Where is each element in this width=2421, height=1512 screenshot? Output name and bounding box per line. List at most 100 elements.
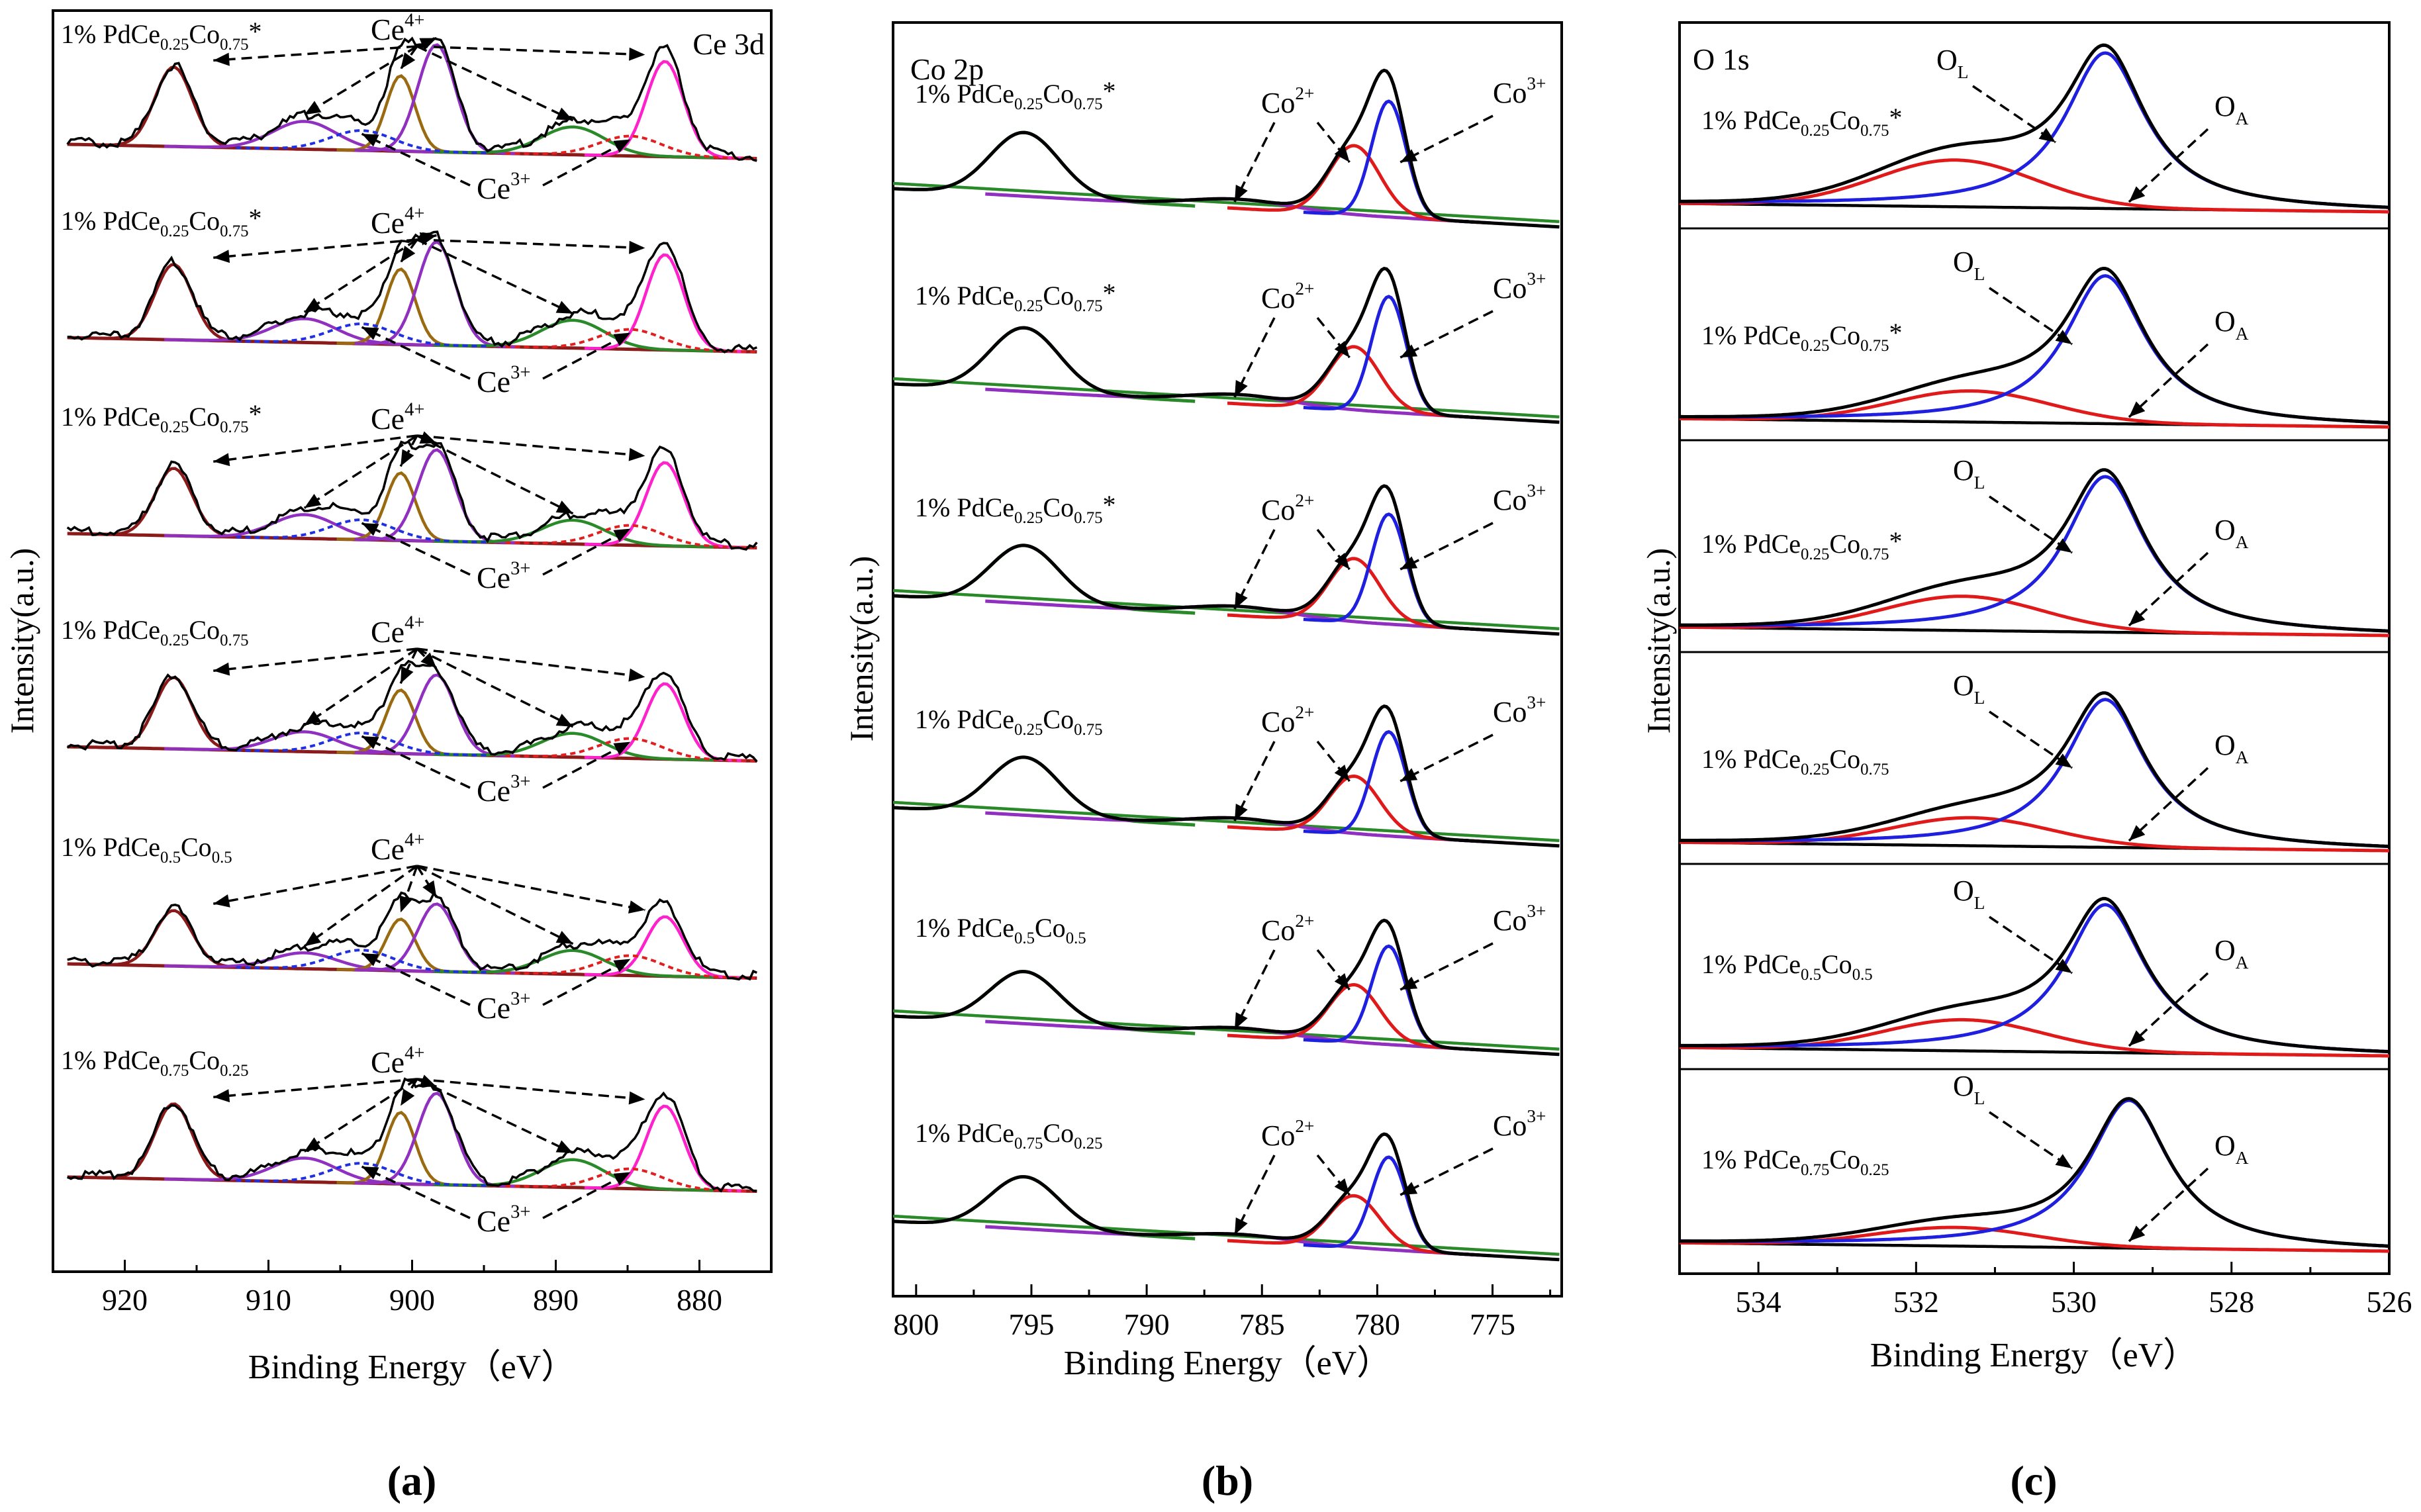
ce-component-peak [434, 518, 714, 549]
co3-arrow [1400, 733, 1494, 782]
co2-label: Co2+ [1261, 279, 1314, 314]
ce-component-peak [164, 317, 445, 348]
x-tick-label: 910 [246, 1283, 291, 1317]
ol-arrow [1989, 1111, 2073, 1170]
arrow-head [629, 47, 645, 61]
sample-label: 1% PdCe0.75Co0.25 [915, 1118, 1103, 1153]
co2-peak [1227, 144, 1479, 224]
arrow-head [361, 523, 379, 536]
ce4-arrow [416, 434, 645, 457]
arrow-head [613, 959, 631, 972]
ce4-arrow [416, 45, 645, 56]
co3-label: Co3+ [1493, 692, 1546, 728]
panel-a-letter: (a) [387, 1457, 437, 1504]
arrow-head [1334, 765, 1350, 781]
ce4-label: Ce4+ [371, 203, 424, 240]
co3-peak [1303, 512, 1474, 631]
sample-label: 1% PdCe0.25Co0.75* [915, 278, 1116, 315]
arrow-head [1235, 1217, 1248, 1235]
ce3-arrow [361, 735, 471, 789]
ce4-arrow [416, 45, 574, 122]
ce4-arrow [303, 865, 418, 947]
ce4-arrow [213, 434, 418, 463]
co3-peak [1303, 295, 1474, 419]
ce4-label: Ce4+ [371, 399, 424, 436]
ce-component-peak [164, 1157, 445, 1187]
arrow-head [2055, 330, 2072, 344]
arrow-head [420, 652, 437, 669]
arrow-head [213, 453, 230, 467]
x-tick-label: 790 [1124, 1307, 1170, 1341]
arrow-head [304, 1137, 322, 1152]
background-line [892, 1009, 1560, 1051]
arrow-head [628, 1091, 645, 1105]
ce4-arrow [213, 1078, 418, 1099]
co3-peak [1303, 730, 1474, 843]
ol-arrow [1989, 916, 2073, 974]
arrow-head [613, 332, 631, 346]
co2-label: Co2+ [1261, 491, 1314, 526]
arrow-head [361, 736, 379, 749]
experimental-spectrum [892, 68, 1560, 229]
panel-b-x-ticks: 800 795 790 785 780 775 [893, 1284, 1552, 1341]
arrow-head [361, 953, 379, 967]
x-tick-label: 775 [1470, 1307, 1515, 1341]
arrow-head [613, 528, 631, 542]
ce3-component-peak [505, 954, 757, 980]
arrow-head [1334, 973, 1350, 990]
co3-arrow [1400, 1147, 1494, 1196]
co2-peak [1227, 774, 1479, 843]
ce-component-peak [584, 1104, 747, 1193]
arrow-head [2128, 1030, 2146, 1046]
arrow-head [555, 1140, 573, 1153]
co3-label: Co3+ [1493, 269, 1546, 305]
sample-label: 1% PdCe0.5Co0.5 [1701, 949, 1873, 984]
experimental-spectrum [66, 1077, 757, 1193]
sample-label: 1% PdCe0.25Co0.75* [61, 17, 262, 54]
sample-label: 1% PdCe0.25Co0.75* [1701, 103, 1903, 140]
arrow-head [2055, 538, 2072, 553]
arrow-head [1400, 344, 1418, 357]
arrow-head [613, 741, 631, 755]
arrow-head [1334, 1178, 1350, 1195]
ce4-arrow [416, 865, 574, 945]
sample-label: 1% PdCe0.5Co0.5 [915, 913, 1086, 947]
x-tick-label: 880 [677, 1283, 722, 1317]
arrow-head [555, 500, 573, 514]
arrow-head [1235, 185, 1248, 202]
ce-component-peak [584, 915, 747, 980]
ol-arrow [1972, 85, 2056, 144]
ce3-label: Ce3+ [477, 558, 530, 594]
experimental-spectrum [892, 266, 1560, 424]
ce4-arrow [416, 647, 574, 728]
oa-arrow [2128, 972, 2209, 1047]
x-tick-label: 800 [893, 1307, 939, 1341]
arrow-head [613, 1172, 631, 1186]
experimental-spectrum [1680, 896, 2390, 1054]
arrow-head [1235, 380, 1248, 397]
ol-label: OL [1953, 874, 1985, 913]
experimental-spectrum [892, 918, 1560, 1057]
panel-a-ce3d: Ce 3d Intensity(a.u.) Binding Energy（eV）… [3, 9, 773, 1504]
arrow-head [304, 101, 322, 115]
panel-c-ylabel: Intensity(a.u.) [1640, 548, 1677, 733]
ce-component-peak [92, 66, 254, 150]
arrow-head [555, 301, 573, 314]
oa-component-peak [1679, 158, 2389, 214]
ce-component-peak [164, 513, 445, 543]
experimental-spectrum [1680, 468, 2390, 633]
panel-b-ylabel: Intensity(a.u.) [843, 556, 880, 741]
co3-peak [1303, 944, 1474, 1051]
ce-component-peak [584, 60, 747, 160]
arrow-head [2128, 401, 2146, 417]
sample-label: 1% PdCe0.25Co0.75* [61, 203, 262, 240]
ce3-component-peak [236, 949, 488, 974]
x-tick-label: 785 [1239, 1307, 1285, 1341]
ce4-arrow [416, 1078, 574, 1155]
co3-label: Co3+ [1493, 901, 1546, 937]
ce4-arrow [416, 238, 574, 315]
oa-arrow [2128, 551, 2209, 627]
background-line [892, 800, 1560, 843]
ce-component-peak [434, 125, 714, 160]
panel-c-title: O 1s [1693, 42, 1750, 76]
